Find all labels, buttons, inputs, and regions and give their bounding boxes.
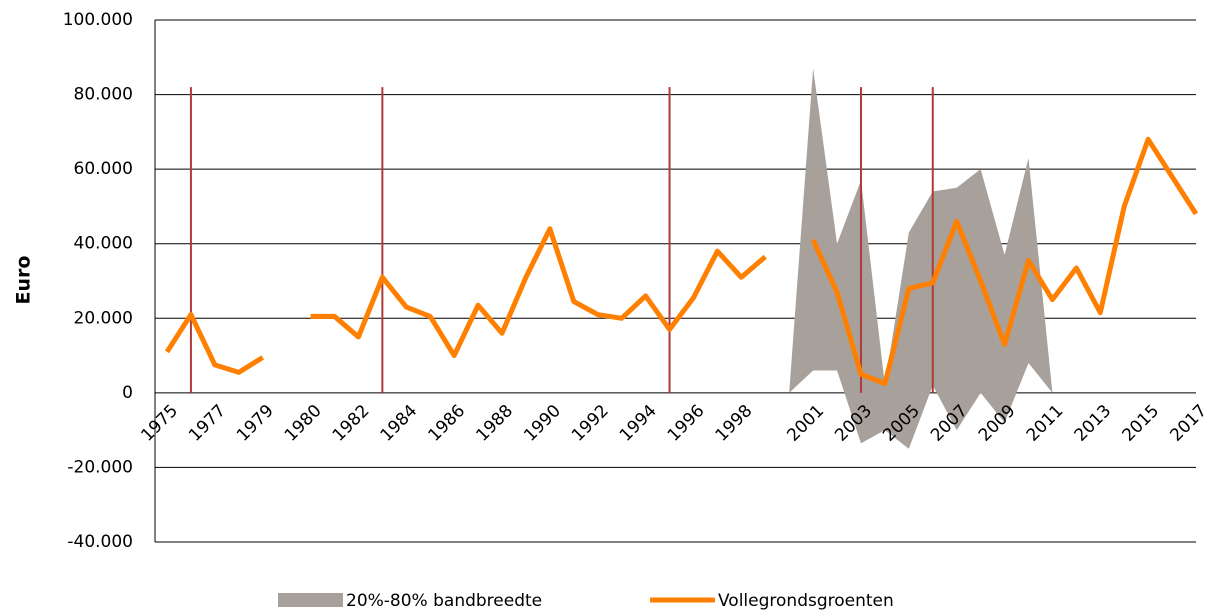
x-tick-label: 2015 [1118, 401, 1163, 446]
y-tick-label: -20.000 [67, 457, 133, 477]
x-tick-label: 2011 [1023, 401, 1068, 446]
y-tick-label: 20.000 [74, 308, 133, 328]
x-tick-label: 1986 [424, 401, 469, 446]
y-axis-label: Euro [13, 256, 35, 305]
x-tick-label: 1979 [233, 401, 278, 446]
legend-label: 20%-80% bandbreedte [346, 591, 542, 611]
x-tick-label: 1984 [377, 401, 422, 446]
x-tick-label: 1992 [568, 401, 613, 446]
x-tick-label: 2001 [783, 401, 828, 446]
x-tick-label: 1980 [281, 401, 326, 446]
legend-label: Vollegrondsgroenten [718, 591, 894, 611]
y-tick-label: 100.000 [63, 10, 133, 30]
x-tick-label: 1988 [472, 401, 517, 446]
x-tick-label: 2013 [1071, 401, 1116, 446]
y-tick-label: 40.000 [74, 234, 133, 254]
y-tick-label: -40.000 [67, 532, 133, 552]
y-tick-label: 0 [122, 383, 133, 403]
line-series [164, 136, 1199, 387]
x-tick-label: 1975 [137, 401, 182, 446]
y-tick-label: 60.000 [74, 159, 133, 179]
y-tick-label: 80.000 [74, 85, 133, 105]
x-tick-label: 1994 [616, 401, 661, 446]
x-tick-label: 2017 [1166, 401, 1205, 446]
legend-swatch [278, 593, 343, 607]
x-tick-label: 1982 [329, 401, 374, 446]
x-tick-label: 1990 [520, 401, 565, 446]
band-area [789, 68, 1053, 449]
x-tick-label: 1996 [664, 401, 709, 446]
x-tick-label: 1977 [185, 401, 230, 446]
x-tick-label: 1998 [712, 401, 757, 446]
